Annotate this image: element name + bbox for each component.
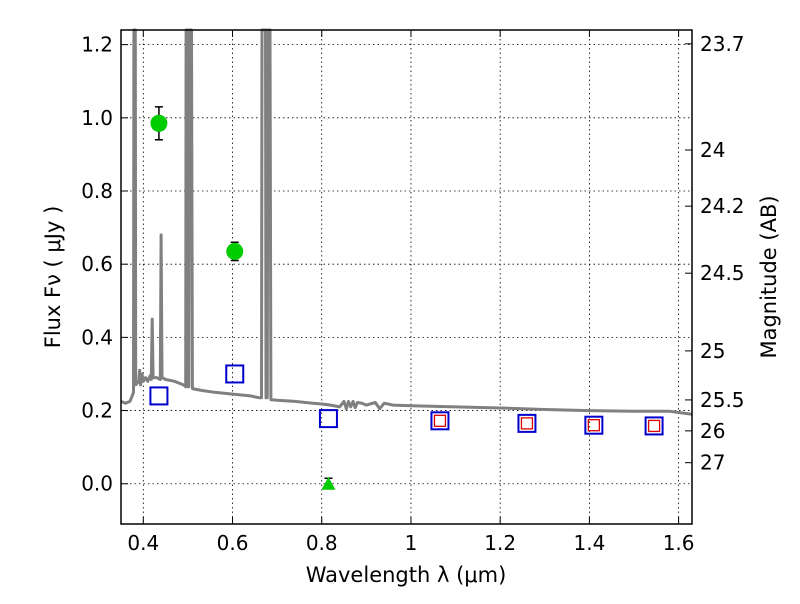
spectrum-layer: [120, 28, 693, 416]
model-band-square-blue: [225, 364, 245, 384]
mag-tick-label: 24.2: [700, 194, 745, 218]
grid-layer: [121, 30, 692, 524]
model-band-square-blue: [149, 386, 169, 406]
mag-tick-label: 23.7: [700, 32, 745, 56]
model-band-square-blue: [584, 415, 604, 435]
y-tick-label: 0.2: [81, 399, 113, 423]
x-tick-label: 1.2: [484, 531, 516, 555]
x-tick-label: 0.4: [127, 531, 159, 555]
y-tick-label: 1.2: [81, 33, 113, 57]
x-tick-label: 0.6: [217, 531, 249, 555]
y-tick-label: 0.4: [81, 325, 113, 349]
model-band-square-blue: [430, 411, 450, 431]
upper-limit-triangle: [321, 476, 336, 490]
magnitude-axis-label: Magnitude (AB): [757, 195, 781, 358]
x-tick-label: 1.6: [663, 531, 695, 555]
model-band-square-blue: [318, 409, 338, 429]
mag-tick-label: 24.5: [700, 261, 745, 285]
mag-tick-label: 24: [700, 138, 725, 162]
points-layer: [149, 106, 664, 490]
mag-tick-label: 25.5: [700, 388, 745, 412]
model-spectrum-line: [120, 28, 693, 416]
y-tick-label: 0.0: [81, 472, 113, 496]
y-tick-label: 0.6: [81, 252, 113, 276]
mag-tick-label: 25: [700, 339, 725, 363]
model-band-square-red: [433, 414, 447, 427]
model-band-square-blue: [517, 413, 537, 433]
y-tick-layer: 0.0 0.2 0.4 0.6 0.8 1.0 1.2: [81, 33, 128, 496]
observed-point: [226, 242, 244, 260]
x-axis-label: Wavelength λ (μm): [306, 563, 507, 587]
x-tick-layer: 0.4 0.6 0.8 1 1.2 1.4 1.6: [127, 30, 695, 555]
y-tick-label: 1.0: [81, 106, 113, 130]
mag-tick-label: 27: [700, 451, 725, 475]
y-axis-label: Flux Fν ( μJy ): [41, 206, 65, 349]
x-tick-label: 1.4: [573, 531, 605, 555]
plot-frame: [120, 29, 693, 525]
mag-tick-layer: 23.7 24 24.2 24.5 25 25.5 26 27: [685, 32, 745, 475]
model-band-square-blue: [644, 416, 664, 436]
mag-tick-label: 26: [700, 419, 725, 443]
model-band-square-red: [587, 419, 601, 432]
x-tick-label: 1: [405, 531, 418, 555]
x-tick-label: 0.8: [306, 531, 338, 555]
y-tick-label: 0.8: [81, 179, 113, 203]
model-band-square-red: [520, 417, 534, 430]
observed-point: [150, 114, 168, 132]
model-band-square-red: [647, 419, 661, 433]
